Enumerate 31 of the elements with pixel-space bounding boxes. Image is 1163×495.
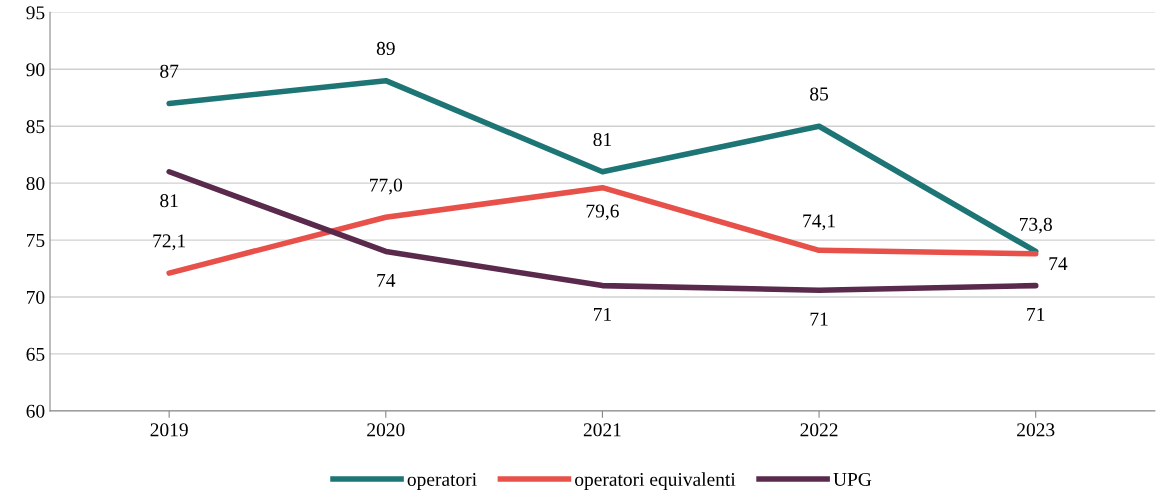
- data-label: 71: [1027, 308, 1045, 321]
- data-label: 72,1: [153, 234, 186, 251]
- x-tick-label: 2020: [367, 423, 405, 437]
- data-label: 71: [810, 312, 828, 326]
- data-label: 89: [376, 41, 395, 55]
- x-tick-label: 2021: [583, 423, 621, 437]
- y-tick-label: 80: [26, 176, 45, 191]
- data-label: 74: [1049, 257, 1068, 271]
- x-tick-label: 2023: [1017, 423, 1055, 437]
- data-label: 73,8: [1019, 217, 1052, 234]
- y-tick-label: 85: [26, 120, 45, 134]
- data-label: 71: [593, 308, 611, 321]
- data-label: 81: [160, 194, 178, 208]
- data-label: 81: [593, 132, 611, 147]
- y-tick-label: 60: [26, 404, 45, 418]
- data-label: 77,0: [370, 178, 403, 195]
- y-tick-label: 95: [26, 6, 45, 20]
- y-tick-label: 90: [26, 63, 45, 77]
- legend-label: operatori: [407, 472, 477, 490]
- y-tick-label: 65: [26, 347, 45, 361]
- y-tick-label: 75: [26, 234, 45, 248]
- x-tick-label: 2022: [800, 423, 838, 437]
- data-label: 87: [160, 64, 179, 78]
- x-tick-label: 2019: [150, 423, 188, 437]
- data-label: 74: [377, 273, 396, 287]
- data-label: 74,1: [803, 214, 835, 231]
- data-label: 85: [810, 87, 829, 101]
- legend-label: UPG: [833, 472, 872, 486]
- data-label: 79,6: [586, 204, 619, 221]
- legend-label: operatori equivalenti: [575, 472, 736, 490]
- y-tick-label: 70: [26, 290, 45, 304]
